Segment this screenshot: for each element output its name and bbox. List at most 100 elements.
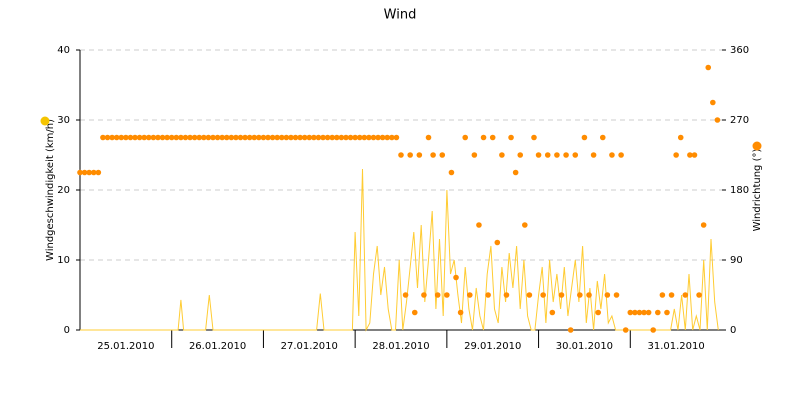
direction-point <box>297 134 303 141</box>
direction-point <box>549 309 556 316</box>
direction-point <box>132 134 138 141</box>
y2-tick-label: 180 <box>730 185 749 196</box>
direction-point <box>508 134 514 141</box>
direction-point <box>278 134 285 141</box>
direction-point <box>402 292 409 298</box>
direction-point <box>705 64 712 71</box>
direction-point <box>269 134 276 141</box>
direction-point <box>457 309 464 316</box>
direction-point <box>714 117 721 123</box>
direction-point <box>86 169 92 176</box>
direction-point <box>361 134 368 141</box>
direction-point <box>219 134 225 141</box>
x-tick-label: 30.01.2010 <box>556 341 613 352</box>
direction-point <box>480 134 487 141</box>
direction-point <box>164 134 170 141</box>
direction-point <box>613 292 620 298</box>
direction-point <box>577 292 583 298</box>
y-tick-label: 0 <box>64 325 70 336</box>
direction-point <box>512 169 519 176</box>
direction-point <box>466 292 473 298</box>
direction-point <box>159 134 166 141</box>
direction-point <box>100 134 106 141</box>
direction-point <box>489 134 496 141</box>
direction-point <box>109 134 115 141</box>
direction-point <box>393 134 400 141</box>
x-tick-label: 27.01.2010 <box>281 341 338 352</box>
direction-point <box>700 222 707 228</box>
direction-point <box>567 327 574 333</box>
direction-point <box>558 292 565 298</box>
direction-point <box>645 309 652 316</box>
direction-point <box>398 152 404 158</box>
direction-point <box>260 134 267 141</box>
direction-point <box>242 134 248 141</box>
y2-tick-label: 90 <box>730 255 743 266</box>
direction-point <box>682 292 689 298</box>
direction-point <box>476 222 482 228</box>
direction-point <box>453 274 459 281</box>
direction-point <box>81 169 88 176</box>
direction-point <box>178 134 184 141</box>
direction-point <box>554 152 560 158</box>
direction-point <box>407 152 413 158</box>
direction-point <box>444 292 450 298</box>
direction-point <box>292 134 299 141</box>
direction-point <box>237 134 244 141</box>
direction-point <box>223 134 230 141</box>
direction-point <box>673 152 679 158</box>
direction-point <box>485 292 491 298</box>
legend-marker <box>40 116 50 126</box>
direction-point <box>370 134 377 141</box>
direction-point <box>599 134 606 141</box>
direction-point <box>228 134 235 141</box>
direction-point <box>677 134 684 141</box>
y2-tick-label: 270 <box>730 115 749 126</box>
direction-point <box>632 309 638 316</box>
direction-point <box>136 134 143 141</box>
direction-point <box>283 134 290 141</box>
direction-point <box>274 134 280 141</box>
direction-point <box>522 222 528 228</box>
direction-point <box>201 134 207 141</box>
direction-point <box>311 134 317 141</box>
direction-point <box>421 292 427 298</box>
direction-point <box>641 309 647 316</box>
direction-point <box>118 134 125 141</box>
direction-point <box>696 292 702 298</box>
direction-point <box>544 152 551 158</box>
direction-point <box>434 292 441 298</box>
direction-point <box>145 134 152 141</box>
direction-point <box>352 134 358 141</box>
y-tick-label: 10 <box>57 255 70 266</box>
direction-point <box>375 134 381 141</box>
direction-point <box>499 152 505 158</box>
direction-point <box>265 134 271 141</box>
direction-point <box>127 134 134 141</box>
direction-point <box>77 169 83 176</box>
direction-point <box>191 134 198 141</box>
direction-point <box>95 169 102 176</box>
direction-point <box>233 134 239 141</box>
direction-point <box>173 134 180 141</box>
legend-marker <box>752 141 762 151</box>
direction-point <box>668 292 675 298</box>
y-tick-label: 40 <box>57 45 70 56</box>
direction-point <box>379 134 386 141</box>
direction-point <box>416 152 423 158</box>
direction-point <box>517 152 524 158</box>
direction-point <box>168 134 175 141</box>
direction-point <box>306 134 313 141</box>
direction-point <box>205 134 212 141</box>
direction-point <box>664 309 670 316</box>
direction-point <box>301 134 308 141</box>
direction-point <box>366 134 372 141</box>
direction-point <box>182 134 189 141</box>
direction-point <box>384 134 391 141</box>
direction-point <box>104 134 111 141</box>
direction-point <box>338 134 345 141</box>
direction-point <box>210 134 216 141</box>
direction-point <box>256 134 262 141</box>
direction-point <box>214 134 221 141</box>
